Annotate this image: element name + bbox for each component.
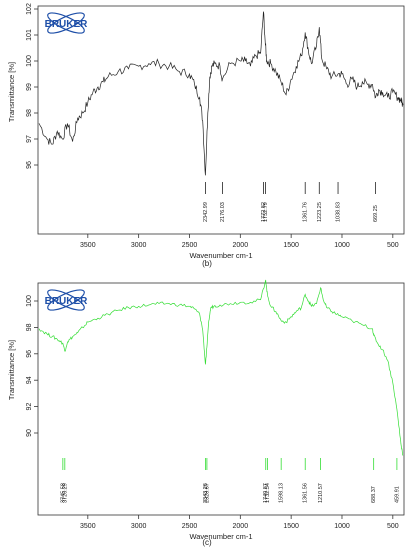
logo-text: BRUKER [45, 19, 89, 30]
peak-label: 1361.56 [303, 483, 309, 503]
bruker-logo: BRUKER [45, 12, 89, 34]
peak-label: 459.91 [394, 486, 400, 503]
panel-label: (c) [202, 538, 212, 547]
y-tick-label: 102 [26, 3, 33, 15]
peak-label: 669.25 [373, 205, 379, 222]
x-tick-label: 1000 [334, 242, 350, 249]
peak-label: 1772.82 [261, 202, 267, 222]
spectrum-line [38, 11, 404, 176]
peak-label: 3726.29 [62, 483, 68, 503]
peak-label: 1732.54 [265, 483, 271, 503]
x-tick-label: 500 [387, 242, 399, 249]
x-tick-label: 2500 [182, 523, 198, 530]
y-axis-label: Transmittance [%] [7, 62, 16, 122]
x-tick-label: 2500 [182, 242, 198, 249]
x-tick-label: 1000 [334, 523, 350, 530]
x-tick-label: 1500 [283, 523, 299, 530]
peak-label: 688.37 [371, 486, 377, 503]
logo-text: BRUKER [45, 296, 89, 307]
peak-label: 2328.67 [204, 483, 210, 503]
x-tick-label: 3500 [80, 523, 96, 530]
x-tick-label: 3000 [131, 523, 147, 530]
x-axis-label: Wavenumber cm-1 [189, 251, 252, 260]
plot-frame [37, 5, 405, 235]
peak-label: 2176.03 [220, 202, 226, 222]
plot-frame [37, 282, 405, 516]
spectrum-line [38, 279, 404, 456]
y-tick-label: 96 [26, 161, 33, 169]
logo-orbit [47, 12, 85, 34]
panel-label: (b) [202, 259, 212, 268]
peak-label: 1752.79 [263, 202, 269, 222]
y-tick-label: 92 [26, 403, 33, 411]
x-tick-label: 2000 [233, 523, 249, 530]
logo-orbit [47, 289, 85, 311]
y-tick-label: 94 [26, 376, 33, 384]
y-tick-label: 97 [26, 135, 33, 143]
peak-label: 2343.26 [203, 483, 209, 503]
spectrum-panel-b: 3500 3000 2500 2000 1500 1000 500 96 97 98 99 100 10… [7, 3, 405, 268]
logo-orbit [47, 12, 85, 34]
x-tick-label: 1500 [283, 242, 299, 249]
x-tick-label: 2000 [233, 242, 249, 249]
y-tick-label: 96 [26, 350, 33, 358]
y-tick-label: 100 [26, 295, 33, 307]
x-axis-label: Wavenumber cm-1 [189, 532, 252, 541]
x-tick-label: 3500 [80, 242, 96, 249]
x-tick-label: 3000 [131, 242, 147, 249]
peak-label: 1598.13 [279, 483, 285, 503]
peak-label: 1038.83 [336, 202, 342, 222]
peak-label: 1210.57 [318, 483, 324, 503]
peak-label: 1361.76 [303, 202, 309, 222]
peak-label: 2342.99 [203, 202, 209, 222]
spectrum-panel-c: 3500 3000 2500 2000 1500 1000 500 90 92 94 96 98 100… [7, 279, 405, 547]
y-tick-label: 100 [26, 55, 33, 67]
x-tick-label: 500 [387, 523, 399, 530]
peak-label: 1223.25 [317, 202, 323, 222]
y-tick-label: 99 [26, 83, 33, 91]
y-tick-label: 101 [26, 29, 33, 41]
y-axis-label: Transmittance [%] [7, 340, 16, 400]
bruker-logo: BRUKER [45, 289, 89, 311]
y-tick-label: 98 [26, 109, 33, 117]
logo-orbit [47, 289, 85, 311]
peak-label: 1749.87 [263, 483, 269, 503]
y-tick-label: 98 [26, 323, 33, 331]
y-tick-label: 90 [26, 429, 33, 437]
peak-label: 3745.58 [60, 483, 66, 503]
